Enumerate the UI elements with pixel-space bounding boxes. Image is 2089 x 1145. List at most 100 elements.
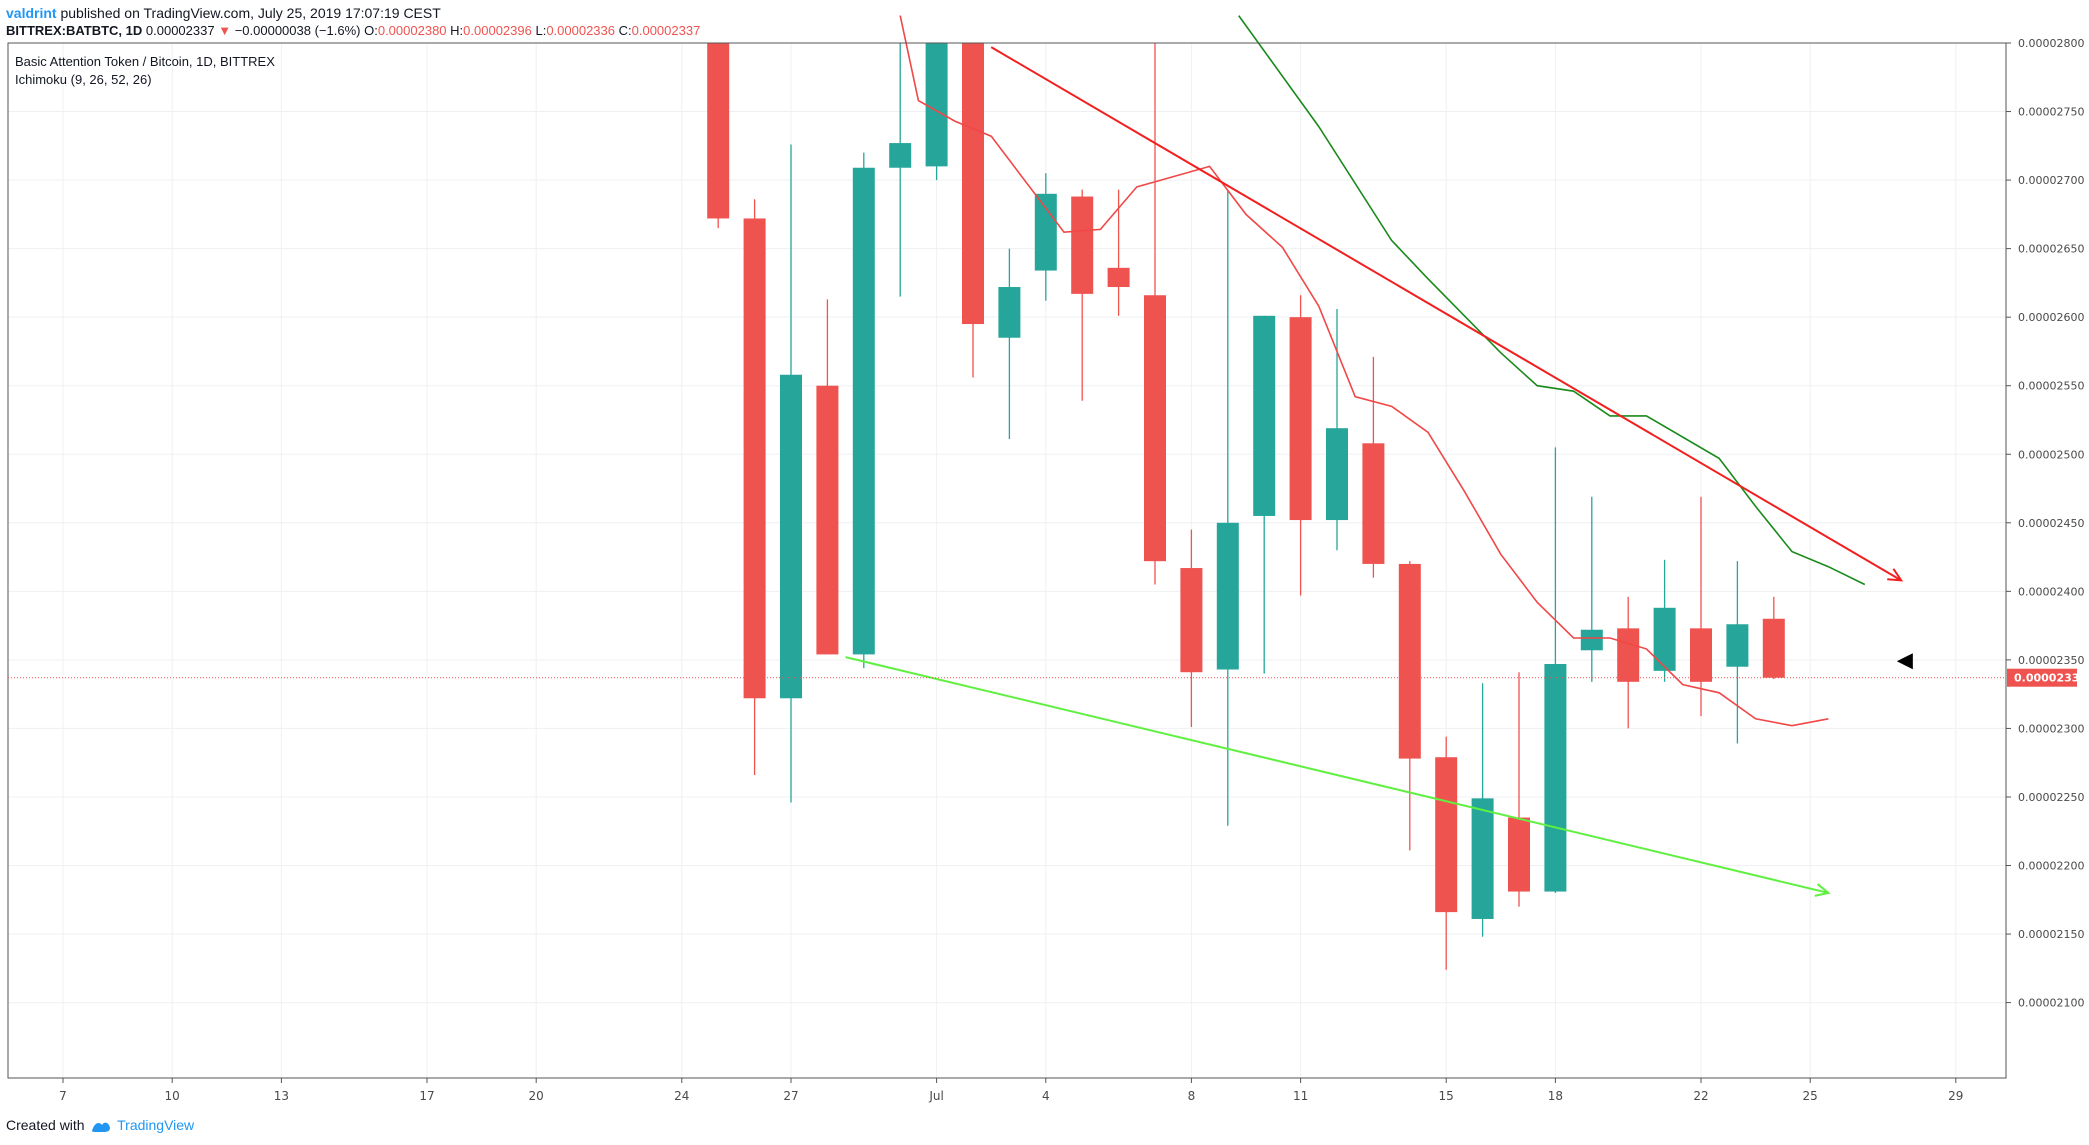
published-text: published on TradingView.com, July 25, 2… [60, 5, 441, 21]
ohlc-line: BITTREX:BATBTC, 1D 0.00002337 ▼ −0.00000… [6, 23, 700, 38]
price-change: −0.00000038 (−1.6%) [234, 23, 361, 38]
candle-down [1762, 618, 1785, 678]
resistance-trendline [990, 46, 1902, 582]
x-tick-label: 10 [165, 1089, 180, 1103]
high-value: 0.00002396 [463, 23, 532, 38]
candle-up [1216, 522, 1239, 670]
high-label: H: [450, 23, 464, 38]
x-tick-label: 22 [1693, 1089, 1708, 1103]
last-price-tag-label: 0.00002337 [2014, 672, 2087, 685]
last-price-tag: 0.00002337 [8, 668, 2087, 687]
y-tick-label: 0.00002350 [2018, 654, 2084, 667]
candles [707, 43, 1785, 970]
candle-down [1398, 563, 1421, 759]
candle-up [1580, 629, 1603, 651]
x-tick-label: 4 [1042, 1089, 1050, 1103]
y-tick-label: 0.00002700 [2018, 174, 2084, 187]
indicator-lines [899, 15, 1866, 727]
conversion-line [899, 15, 1829, 727]
candle-down [1289, 317, 1312, 521]
resistance-trendline-head [1887, 568, 1904, 582]
low-value: 0.00002336 [546, 23, 615, 38]
symbol-label: BITTREX:BATBTC, 1D [6, 23, 143, 38]
last-price-tag-bg [2007, 668, 2077, 687]
legend-title: Basic Attention Token / Bitcoin, 1D, BIT… [15, 54, 275, 69]
y-tick-label: 0.00002250 [2018, 791, 2084, 804]
close-value: 0.00002337 [631, 23, 701, 38]
candle-down [1690, 628, 1712, 682]
y-tick-label: 0.00002400 [2018, 585, 2084, 598]
x-tick-label: 18 [1548, 1089, 1563, 1103]
trend-annotations [845, 46, 1913, 897]
y-tick-label: 0.00002200 [2018, 860, 2084, 873]
x-tick-label: 15 [1439, 1089, 1454, 1103]
candle-up [1471, 798, 1494, 919]
x-tick-label: 11 [1293, 1089, 1308, 1103]
candle-down [962, 43, 984, 325]
candle-up [852, 167, 875, 655]
y-tick-label: 0.00002550 [2018, 380, 2084, 393]
support-trendline-head [1814, 883, 1831, 897]
change-down-icon: ▼ [218, 23, 232, 38]
candle-down [1435, 757, 1458, 913]
author-name[interactable]: valdrint [6, 5, 57, 21]
legend-indicator[interactable]: Ichimoku (9, 26, 52, 26) [15, 72, 152, 87]
candle-down [816, 385, 839, 655]
y-tick-label: 0.00002750 [2018, 106, 2084, 119]
y-tick-label: 0.00002450 [2018, 517, 2084, 530]
x-tick-label: 20 [529, 1089, 544, 1103]
candle-up [1034, 193, 1057, 271]
close-label: C: [618, 23, 632, 38]
x-axis: 7 10 13 17 20 24 27 Jul 4 8 11 15 18 22 25 29 [59, 1078, 1963, 1103]
candle-up [1544, 664, 1567, 892]
pointer-marker [1896, 653, 1913, 670]
base-line [1238, 15, 1866, 586]
publish-header: valdrint published on TradingView.com, J… [0, 0, 2089, 48]
x-tick-label: 24 [674, 1089, 689, 1103]
x-tick-label: 17 [419, 1089, 434, 1103]
candle-down [1180, 568, 1203, 673]
y-tick-label: 0.00002100 [2018, 997, 2084, 1010]
y-axis: 0.00002100 0.00002150 0.00002200 0.00002250… [2006, 37, 2084, 1010]
chart-legend: Basic Attention Token / Bitcoin, 1D, BIT… [15, 53, 275, 89]
candle-up [925, 43, 948, 167]
candle-up [1326, 428, 1348, 521]
candle-down [1508, 817, 1530, 892]
candle-up [1253, 315, 1276, 516]
x-tick-label: 27 [783, 1089, 798, 1103]
y-tick-label: 0.00002600 [2018, 311, 2084, 324]
x-tick-label: 25 [1803, 1089, 1818, 1103]
candle-down [1362, 443, 1385, 564]
candle-up [889, 143, 912, 168]
candle-down [1617, 628, 1640, 682]
candle-down [1071, 196, 1094, 294]
y-tick-label: 0.00002150 [2018, 928, 2084, 941]
chart-grid [8, 42, 2006, 1078]
open-value: 0.00002380 [377, 23, 447, 38]
candle-down [1107, 267, 1130, 288]
support-trendline [845, 656, 1829, 894]
y-tick-label: 0.00002800 [2018, 37, 2084, 50]
candle-down [707, 43, 730, 219]
y-tick-label: 0.00002650 [2018, 243, 2084, 256]
open-label: O: [364, 23, 378, 38]
candle-up [1726, 624, 1749, 667]
tradingview-brand[interactable]: TradingView [117, 1117, 195, 1133]
footer: Created with TradingView [6, 1117, 194, 1133]
x-tick-label: 29 [1948, 1089, 1963, 1103]
tradingview-logo-icon [92, 1122, 111, 1133]
y-tick-label: 0.00002300 [2018, 722, 2084, 735]
candle-up [1653, 607, 1676, 671]
x-tick-label: Jul [928, 1089, 943, 1103]
low-label: L: [535, 23, 547, 38]
candle-down [1144, 295, 1166, 562]
candle-up [780, 374, 802, 699]
chart-frame [7, 42, 2007, 1079]
x-tick-label: 13 [274, 1089, 289, 1103]
plot-border [7, 42, 2007, 1079]
x-tick-label: 8 [1188, 1089, 1196, 1103]
last-price: 0.00002337 [145, 23, 215, 38]
candle-up [998, 287, 1021, 338]
candle-down [743, 218, 766, 699]
